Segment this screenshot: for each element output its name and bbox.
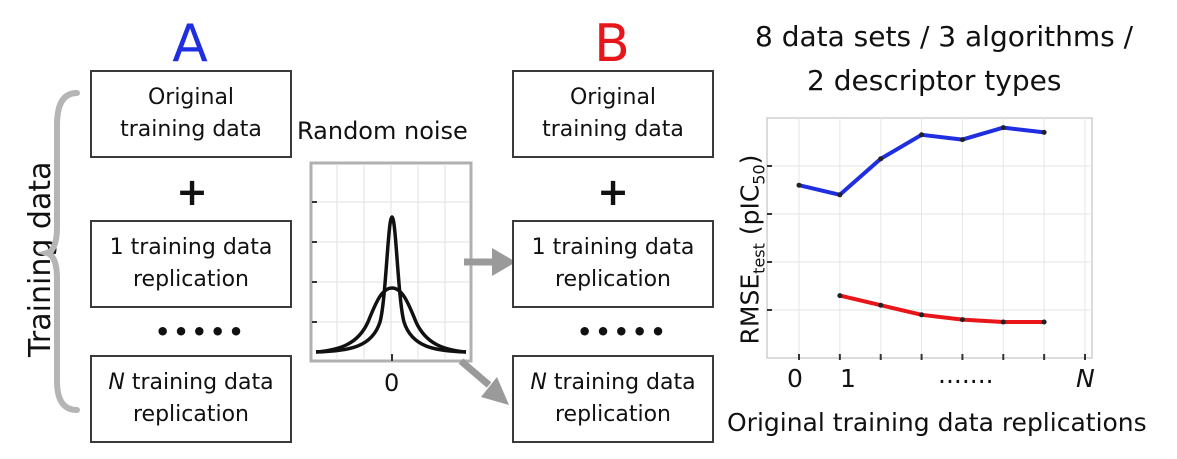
panel-a-label: A (172, 14, 208, 74)
panel-a-original-training-data-box: Original training data (90, 70, 292, 158)
series-point-0 (959, 137, 965, 143)
panel-b-original-training-data-box: Original training data (512, 70, 714, 158)
box-line: replication (554, 267, 671, 292)
panel-a-plus-sign: + (176, 170, 208, 214)
panel-b-n-replication-box: N training data replication (512, 355, 714, 443)
box-line: 1 training data (109, 235, 273, 260)
series-point-1 (1041, 319, 1047, 325)
ylabel-sub: test (749, 243, 769, 274)
series-point-1 (837, 293, 843, 299)
noise-x-tick: 0 (384, 369, 400, 397)
random-noise-title: Random noise (297, 117, 468, 145)
series-point-0 (1041, 129, 1047, 135)
series-point-0 (878, 156, 884, 162)
box-line: training data (542, 117, 684, 142)
panel-b-one-replication-box: 1 training data replication (512, 220, 714, 308)
series-point-0 (837, 192, 843, 198)
x-tick-n: N (1076, 364, 1095, 393)
arrow-icon (464, 248, 516, 276)
series-point-0 (919, 132, 925, 138)
panel-b-ellipsis: ••••• (577, 318, 669, 346)
panel-a-one-replication-box: 1 training data replication (90, 220, 292, 308)
ylabel-sub2: 50 (749, 164, 769, 185)
series-point-1 (919, 312, 925, 318)
x-tick-1: 1 (840, 364, 856, 393)
box-line: training data (546, 370, 696, 395)
panel-b-plus-sign: + (597, 170, 629, 214)
box-line: Original (147, 85, 235, 110)
series-point-1 (1000, 319, 1006, 325)
n-symbol: N (108, 370, 125, 395)
panel-a-n-replication-box: N training data replication (90, 355, 292, 443)
box-line: replication (554, 402, 671, 427)
training-data-brace (36, 90, 80, 413)
ylabel-paren: ) (735, 154, 765, 165)
n-symbol: N (530, 370, 547, 395)
arrow-icon (458, 358, 509, 405)
plot-title-line2: 2 descriptor types (807, 64, 1062, 97)
ylabel-main: RMSE (735, 273, 765, 345)
plot-frame (766, 117, 1093, 359)
series-point-1 (959, 317, 965, 323)
x-tick-dots: ....... (938, 360, 994, 389)
box-line: training data (124, 370, 274, 395)
series-point-1 (878, 302, 884, 308)
series-point-0 (796, 182, 802, 188)
noise-distribution-plot (309, 161, 473, 363)
ylabel-paren: (pIC (735, 184, 765, 244)
box-line: replication (132, 267, 249, 292)
result-line-chart (766, 117, 1093, 360)
series-line-1 (839, 293, 1045, 324)
box-line: 1 training data (531, 235, 695, 260)
panel-a-ellipsis: ••••• (155, 318, 247, 346)
plot-x-axis-label: Original training data replications (727, 408, 1147, 437)
plot-title-line1: 8 data sets / 3 algorithms / (755, 20, 1134, 53)
series-point-0 (1000, 125, 1006, 131)
x-tick-0: 0 (787, 364, 803, 393)
panel-b-label: B (594, 14, 630, 74)
box-line: training data (120, 117, 262, 142)
box-line: replication (132, 402, 249, 427)
box-line: Original (569, 85, 657, 110)
